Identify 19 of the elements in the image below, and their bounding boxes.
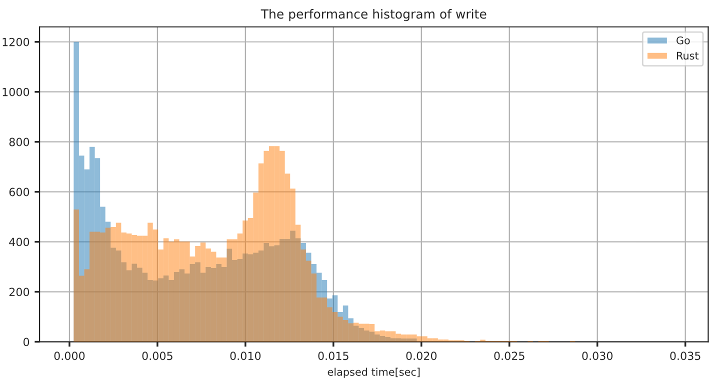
x-tick-label: 0.015 (318, 352, 348, 360)
y-tick-label: 400 (9, 238, 30, 246)
y-tick-label: 800 (9, 138, 30, 146)
x-tick-label: 0.025 (494, 352, 524, 360)
x-tick-label: 0.005 (142, 352, 172, 360)
legend-label: Go (676, 36, 690, 44)
y-tick-label: 1200 (2, 38, 30, 46)
x-axis-title: elapsed time[sec] (328, 368, 420, 378)
y-tick-label: 600 (9, 188, 30, 196)
y-tick-label: 200 (9, 288, 30, 296)
x-tick-label: 0.030 (582, 352, 613, 360)
x-tick-label: 0.000 (54, 352, 85, 360)
x-tick-label: 0.010 (230, 352, 261, 360)
y-tick-label: 0 (23, 338, 30, 346)
legend-label: Rust (676, 52, 699, 60)
x-tick-label: 0.035 (670, 352, 700, 360)
x-tick-label: 0.020 (406, 352, 437, 360)
chart-title: The performance histogram of write (260, 9, 486, 22)
y-tick-label: 1000 (2, 88, 30, 96)
